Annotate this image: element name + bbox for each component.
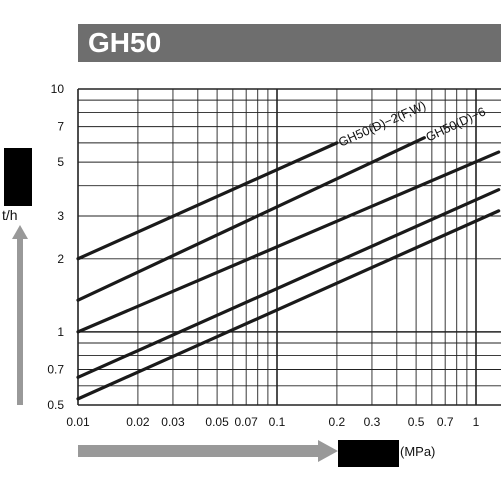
series-label: GH5: [498, 136, 501, 159]
y-tick-label: 7: [57, 120, 64, 134]
x-tick-label: 0.7: [437, 415, 454, 429]
series-line: [76, 136, 426, 302]
y-tick-label: 2: [57, 252, 64, 266]
x-tick-label: 0.1: [269, 415, 286, 429]
y-tick-label: 0.7: [47, 363, 64, 377]
x-tick-label: 0.05: [205, 415, 229, 429]
y-tick-label: 3: [57, 209, 64, 223]
y-tick-label: 1: [57, 325, 64, 339]
x-tick-label: 0.5: [408, 415, 425, 429]
x-axis-unit: (MPa): [400, 444, 436, 459]
right-arrow-icon: [78, 440, 338, 462]
series-lines: [76, 136, 501, 401]
x-tick-label: 0.01: [66, 415, 90, 429]
x-tick-label: 0.02: [126, 415, 150, 429]
y-axis-label-block: [4, 148, 32, 206]
title-bar: GH50: [78, 24, 501, 62]
x-axis-label-block: [338, 440, 399, 467]
series-line: [76, 188, 501, 379]
series-line: [76, 150, 501, 334]
y-axis-unit: t/h: [2, 207, 18, 223]
x-tick-label: 0.3: [364, 415, 381, 429]
x-tick-label: 0.07: [234, 415, 258, 429]
y-tick-label: 5: [57, 155, 64, 169]
series-line: [76, 209, 501, 401]
x-tick-label: 1: [473, 415, 480, 429]
up-arrow-icon: [12, 225, 28, 405]
x-tick-label: 0.03: [161, 415, 185, 429]
y-tick-label: 10: [51, 82, 65, 96]
x-tick-label: 0.2: [329, 415, 346, 429]
y-tick-label: 0.5: [47, 398, 64, 412]
chart-title: GH50: [88, 27, 162, 58]
grid: [77, 88, 501, 406]
series-label: GH50(D)−6: [424, 104, 488, 144]
series-line: [76, 141, 339, 261]
tick-labels: 0.01 0.02 0.03 0.05 0.07 0.1 0.2 0.3 0.5 0.7 1 0.5 0…: [47, 82, 479, 429]
